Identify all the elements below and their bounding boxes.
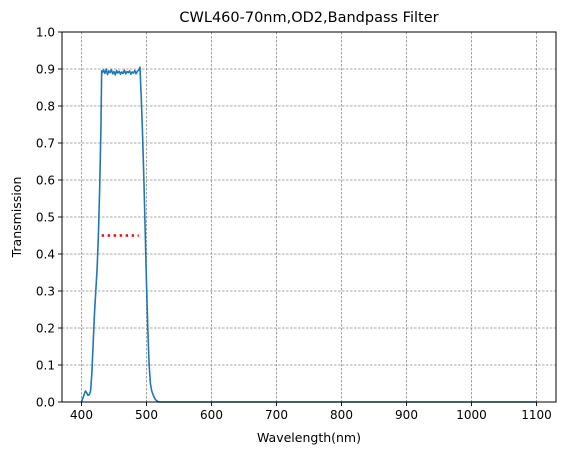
x-tick-label: 800 — [330, 408, 353, 422]
plot-frame — [61, 31, 557, 403]
x-tick-label: 600 — [200, 408, 223, 422]
transmission-series-line — [80, 66, 537, 403]
grid-lines — [62, 32, 556, 402]
axis-ticks: 400 500 600 700 800 900 1000 1100 0.0 0.1 0.2 0.3 0.… — [36, 26, 552, 423]
y-tick-label: 0.9 — [36, 63, 55, 77]
y-tick-label: 0.6 — [36, 174, 55, 188]
x-axis-label: Wavelength(nm) — [257, 430, 361, 445]
y-tick-label: 1.0 — [36, 26, 55, 40]
x-tick-label: 1100 — [521, 408, 552, 422]
y-tick-label: 0.2 — [36, 322, 55, 336]
y-tick-label: 0.8 — [36, 100, 55, 114]
y-tick-label: 0.0 — [36, 396, 55, 410]
x-tick-label: 400 — [70, 408, 93, 422]
x-tick-label: 1000 — [456, 408, 487, 422]
chart-title: CWL460-70nm,OD2,Bandpass Filter — [179, 10, 438, 26]
x-tick-label: 700 — [265, 408, 288, 422]
y-tick-label: 0.5 — [36, 211, 55, 225]
y-tick-label: 0.7 — [36, 137, 55, 151]
y-tick-label: 0.1 — [36, 359, 55, 373]
y-tick-label: 0.4 — [36, 248, 55, 262]
plot-area — [80, 66, 537, 403]
x-tick-label: 500 — [135, 408, 158, 422]
y-tick-label: 0.3 — [36, 285, 55, 299]
y-axis-label: Transmission — [9, 177, 24, 259]
x-tick-label: 900 — [395, 408, 418, 422]
